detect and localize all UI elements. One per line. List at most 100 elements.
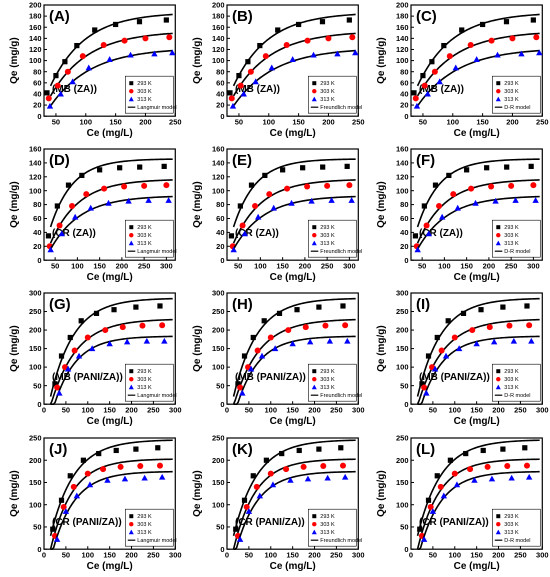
- data-point: [532, 197, 539, 204]
- legend: 293 K 303 K 313 K Freundlich model: [308, 75, 363, 114]
- data-point: [416, 526, 422, 532]
- data-point: [104, 476, 111, 483]
- legend-model-entry: Langmuir model: [137, 105, 176, 111]
- legend-entry: 293 K: [137, 514, 152, 520]
- y-tick-label: 160: [396, 23, 409, 32]
- y-tick-label: 80: [400, 200, 408, 209]
- plot-frame: [43, 436, 176, 550]
- legend-marker: [312, 529, 318, 534]
- y-axis-title: Qe (mg/g): [9, 181, 20, 228]
- data-point: [266, 191, 273, 198]
- legend-marker: [312, 513, 317, 518]
- x-tick-label: 200: [116, 262, 128, 271]
- legend-marker: [312, 369, 317, 374]
- data-point: [483, 165, 489, 171]
- data-point: [141, 183, 148, 190]
- legend-entry: 303 K: [504, 378, 519, 384]
- x-tick-label: 200: [482, 262, 495, 271]
- data-point: [447, 457, 453, 463]
- legend-model-entry: D-R model: [504, 105, 530, 111]
- data-point: [324, 474, 332, 481]
- x-tick-label: 250: [169, 118, 182, 127]
- y-tick-label: 40: [400, 90, 408, 99]
- legend-entry: 313 K: [321, 97, 336, 103]
- y-tick-label: 0: [221, 400, 225, 409]
- fit-curve: [416, 195, 540, 250]
- data-point: [506, 323, 513, 330]
- y-tick-label: 250: [396, 308, 409, 317]
- data-point: [352, 49, 359, 56]
- data-point: [272, 345, 279, 352]
- data-point: [58, 230, 66, 237]
- legend-marker: [312, 240, 318, 246]
- legend-model-entry: D-R model: [504, 249, 530, 255]
- data-point: [453, 480, 460, 487]
- legend-entry: 293 K: [321, 370, 336, 376]
- fit-curve: [49, 195, 173, 250]
- y-tick-label: 100: [396, 186, 409, 195]
- data-point: [424, 90, 431, 97]
- y-tick-label: 60: [216, 78, 224, 87]
- data-point: [296, 21, 302, 28]
- legend-marker: [312, 233, 317, 238]
- fit-curve: [417, 336, 540, 406]
- sample-label: (CR (PANI/ZA)): [235, 517, 305, 528]
- data-point: [268, 64, 276, 71]
- data-point: [113, 447, 119, 453]
- data-point: [410, 90, 417, 96]
- data-point: [70, 483, 77, 490]
- x-tick-label: 300: [527, 262, 540, 271]
- legend-entry: 313 K: [137, 386, 152, 392]
- y-tick-label: 100: [29, 363, 41, 372]
- y-tick-label: 250: [212, 308, 225, 317]
- sample-label: (MB (ZA)): [235, 84, 280, 95]
- fit-curve: [49, 179, 173, 244]
- legend-model-entry: Langmuir model: [137, 538, 176, 544]
- legend-marker: [128, 96, 134, 102]
- data-point: [145, 197, 152, 204]
- legend-entry: 313 K: [504, 97, 519, 103]
- y-tick-label: 0: [404, 544, 408, 553]
- data-point: [229, 95, 236, 102]
- x-axis-title: Ce (mg/L): [87, 561, 133, 572]
- y-axis-title: Qe (mg/g): [376, 326, 387, 373]
- legend-marker: [312, 88, 317, 94]
- data-point: [79, 53, 86, 60]
- legend-model-entry: Langmuir model: [137, 249, 176, 255]
- data-point: [478, 307, 484, 313]
- y-tick-label: 80: [400, 67, 408, 76]
- legend-entry: 313 K: [321, 386, 336, 392]
- data-point: [521, 444, 527, 450]
- data-point: [342, 473, 349, 480]
- data-point: [289, 56, 297, 62]
- data-point: [493, 51, 501, 58]
- x-axis-title: Ce (mg/L): [87, 272, 133, 283]
- x-tick-label: 200: [139, 118, 152, 127]
- data-point: [237, 535, 244, 542]
- plot-frame: [226, 148, 360, 261]
- data-point: [54, 384, 61, 391]
- legend-entry: 293 K: [321, 514, 336, 520]
- data-point: [137, 164, 143, 170]
- panel-letter: (J): [49, 441, 67, 458]
- y-tick-label: 200: [29, 455, 41, 464]
- x-tick-label: 200: [309, 550, 322, 559]
- fit-curve: [416, 32, 540, 97]
- data-point: [250, 335, 257, 341]
- data-point: [252, 203, 259, 210]
- y-tick-label: 300: [212, 289, 225, 298]
- y-tick-label: 0: [404, 112, 408, 121]
- data-point: [141, 474, 148, 481]
- x-axis-title: Ce (mg/L): [453, 128, 499, 139]
- data-point: [347, 17, 353, 23]
- data-point: [470, 476, 478, 483]
- data-point: [106, 56, 113, 62]
- legend: 293 K 303 K 313 K D-R model: [491, 508, 541, 547]
- data-point: [123, 339, 131, 345]
- data-point: [111, 307, 117, 313]
- data-point: [437, 483, 444, 490]
- x-tick-label: 200: [309, 406, 322, 415]
- y-tick-label: 300: [29, 289, 41, 298]
- data-point: [412, 233, 418, 239]
- data-point: [324, 183, 331, 190]
